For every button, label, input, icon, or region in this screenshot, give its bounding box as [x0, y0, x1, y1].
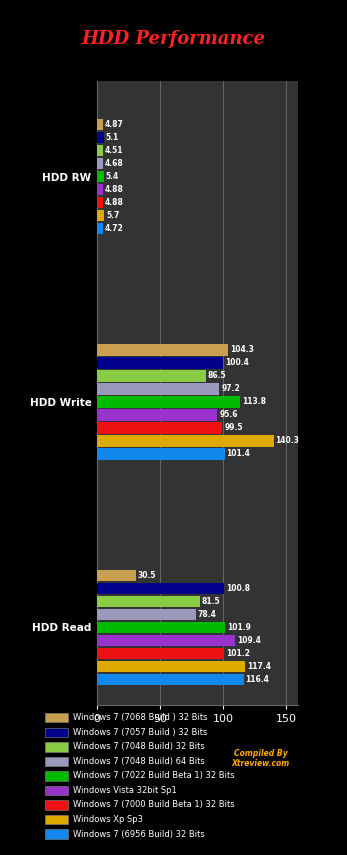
Text: 101.4: 101.4 — [227, 450, 251, 458]
Text: 4.88: 4.88 — [105, 198, 124, 207]
Bar — [97, 119, 103, 130]
Text: 4.51: 4.51 — [105, 146, 123, 155]
Text: Windows 7 (7068 Build ) 32 Bits: Windows 7 (7068 Build ) 32 Bits — [73, 713, 208, 722]
Bar — [97, 674, 244, 685]
Text: 5.1: 5.1 — [105, 133, 119, 142]
Bar — [97, 209, 104, 221]
Bar — [97, 345, 228, 356]
Text: Windows 7 (7022 Build Beta 1) 32 Bits: Windows 7 (7022 Build Beta 1) 32 Bits — [73, 771, 235, 781]
Bar — [97, 448, 225, 460]
Text: HDD Performance: HDD Performance — [82, 30, 265, 48]
Text: 100.4: 100.4 — [225, 358, 249, 368]
Text: 109.4: 109.4 — [237, 636, 261, 645]
Text: 101.9: 101.9 — [227, 622, 251, 632]
Bar — [97, 582, 224, 594]
Text: 97.2: 97.2 — [221, 385, 240, 393]
Bar — [97, 634, 235, 646]
Text: Windows 7 (6956 Build) 32 Bits: Windows 7 (6956 Build) 32 Bits — [73, 829, 205, 839]
Bar — [97, 396, 240, 408]
Text: 5.4: 5.4 — [106, 172, 119, 181]
Bar — [97, 370, 206, 381]
Text: 4.68: 4.68 — [105, 159, 124, 168]
Text: 101.2: 101.2 — [226, 649, 250, 657]
Text: Windows 7 (7000 Build Beta 1) 32 Bits: Windows 7 (7000 Build Beta 1) 32 Bits — [73, 800, 235, 810]
Text: Windows Vista 32bit Sp1: Windows Vista 32bit Sp1 — [73, 786, 177, 795]
Text: 113.8: 113.8 — [242, 398, 266, 406]
Bar — [97, 132, 103, 144]
Text: Windows 7 (7048 Build) 64 Bits: Windows 7 (7048 Build) 64 Bits — [73, 757, 205, 766]
Text: 4.88: 4.88 — [105, 185, 124, 194]
Text: Compiled By
Xtreview.com: Compiled By Xtreview.com — [231, 749, 290, 768]
Text: 117.4: 117.4 — [247, 662, 271, 671]
Text: 104.3: 104.3 — [230, 345, 254, 355]
Text: 86.5: 86.5 — [208, 371, 227, 380]
Bar — [97, 184, 103, 195]
Text: 4.72: 4.72 — [105, 224, 124, 233]
Text: 4.87: 4.87 — [105, 120, 124, 129]
Bar — [97, 609, 196, 620]
Bar — [97, 422, 222, 433]
Text: Windows Xp Sp3: Windows Xp Sp3 — [73, 815, 143, 824]
Text: 5.7: 5.7 — [106, 211, 120, 220]
Text: 78.4: 78.4 — [198, 610, 217, 619]
Bar — [97, 223, 103, 234]
Text: 99.5: 99.5 — [224, 423, 243, 433]
Bar — [97, 622, 225, 633]
Bar — [97, 144, 103, 156]
Bar — [97, 357, 223, 369]
Text: Windows 7 (7057 Build ) 32 Bits: Windows 7 (7057 Build ) 32 Bits — [73, 728, 207, 737]
Text: 81.5: 81.5 — [202, 597, 220, 606]
Text: 100.8: 100.8 — [226, 584, 250, 593]
Text: 116.4: 116.4 — [245, 675, 269, 684]
Bar — [97, 569, 136, 581]
Bar — [97, 158, 103, 169]
Text: 140.3: 140.3 — [276, 437, 299, 445]
Text: 95.6: 95.6 — [219, 410, 238, 420]
Bar — [97, 410, 218, 421]
Bar — [97, 435, 274, 446]
Bar — [97, 661, 245, 672]
Bar — [97, 197, 103, 209]
Text: 30.5: 30.5 — [137, 571, 156, 580]
Text: Windows 7 (7048 Build) 32 Bits: Windows 7 (7048 Build) 32 Bits — [73, 742, 205, 752]
Bar — [97, 596, 200, 607]
Bar — [97, 383, 219, 395]
Bar — [97, 647, 225, 659]
Bar — [97, 171, 104, 182]
